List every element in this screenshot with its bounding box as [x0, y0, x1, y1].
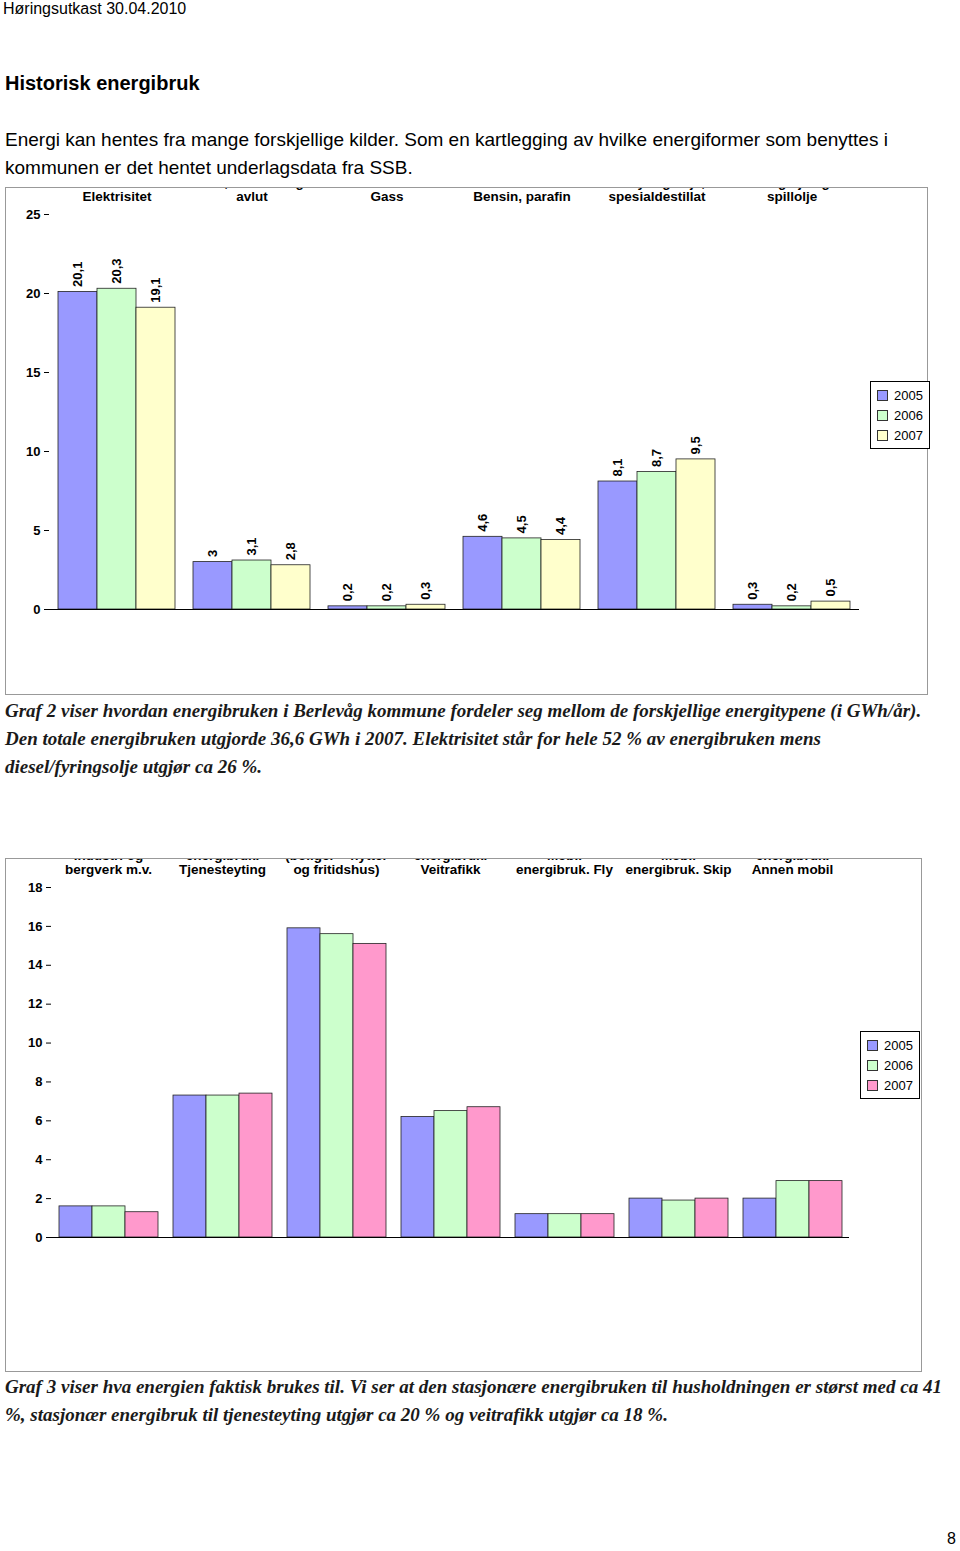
html-text:Energi kan hentes fra mange fo: Energi kan hentes fra mange forskjellige…: [5, 129, 888, 178]
svg-text:5: 5: [33, 523, 40, 538]
svg-text:0,5: 0,5: [823, 579, 838, 597]
html-text:2006: 2006: [884, 1057, 913, 1073]
svg-text:4,4: 4,4: [553, 516, 568, 535]
svg-text:18: 18: [28, 880, 42, 895]
svg-text:3,1: 3,1: [244, 537, 259, 555]
svg-text:0,2: 0,2: [379, 583, 394, 601]
svg-text:0: 0: [33, 602, 40, 617]
svg-text:0: 0: [35, 1230, 42, 1245]
svg-text:0,2: 0,2: [784, 583, 799, 601]
svg-text:9,5: 9,5: [688, 436, 703, 454]
svg-text:0,2: 0,2: [340, 583, 355, 601]
html-text:Graf 3 viser hva energien fakt: Graf 3 viser hva energien faktisk brukes…: [5, 1376, 942, 1425]
svg-text:8,1: 8,1: [610, 458, 625, 476]
svg-text:6: 6: [35, 1113, 42, 1128]
svg-text:Stasjonærenergibruk.Tjenesteyt: Stasjonærenergibruk.Tjenesteyting: [179, 859, 266, 877]
svg-text:Mobilenergibruk. Skip: Mobilenergibruk. Skip: [626, 859, 732, 877]
svg-text:4,6: 4,6: [475, 514, 490, 532]
html-text:2005: 2005: [894, 387, 923, 403]
svg-text:0,3: 0,3: [745, 582, 760, 600]
svg-text:Mobilenergibruk.Annen mobil: Mobilenergibruk.Annen mobil: [752, 859, 834, 877]
svg-text:20,1: 20,1: [70, 262, 85, 287]
svg-text:Stasjonærenergibruk.Industri o: Stasjonærenergibruk.Industri ogbergverk …: [65, 859, 152, 877]
svg-text:0,3: 0,3: [418, 582, 433, 600]
svg-text:20: 20: [26, 286, 40, 301]
svg-text:19,1: 19,1: [148, 277, 163, 302]
svg-text:Elektrisitet: Elektrisitet: [82, 189, 152, 204]
html-text:Historisk energibruk: Historisk energibruk: [5, 72, 200, 94]
svg-text:20,3: 20,3: [109, 258, 124, 283]
html-text:Graf 2 viser hvordan energibru: Graf 2 viser hvordan energibruken i Berl…: [5, 700, 922, 777]
svg-text:Mobilenergibruk.Veitrafikk: Mobilenergibruk.Veitrafikk: [414, 859, 488, 877]
svg-text:16: 16: [28, 919, 42, 934]
svg-text:8: 8: [35, 1074, 42, 1089]
svg-text:15: 15: [26, 365, 40, 380]
html-text:2007: 2007: [884, 1077, 913, 1093]
svg-text:3: 3: [205, 550, 220, 557]
svg-text:Stasjonærenergibruk.Husholdnin: Stasjonærenergibruk.Husholdninger(bolige…: [285, 859, 388, 877]
html-text:Høringsutkast 30.04.2010: Høringsutkast 30.04.2010: [3, 0, 187, 17]
html-text:2005: 2005: [884, 1037, 913, 1053]
svg-text:Bensin, parafin: Bensin, parafin: [473, 189, 571, 204]
svg-text:Ved, treavfall ogavlut: Ved, treavfall ogavlut: [200, 188, 304, 204]
html-text:8: 8: [947, 1530, 956, 1547]
svg-text:14: 14: [28, 957, 43, 972]
svg-text:12: 12: [28, 996, 42, 1011]
svg-text:10: 10: [28, 1035, 42, 1050]
svg-text:4: 4: [35, 1152, 43, 1167]
svg-text:Tungolje ogspillolje: Tungolje ogspillolje: [754, 188, 829, 204]
svg-text:4,5: 4,5: [514, 515, 529, 533]
svg-text:8,7: 8,7: [649, 449, 664, 467]
html-text:2006: 2006: [894, 407, 923, 423]
html-text:2007: 2007: [894, 427, 923, 443]
svg-text:25: 25: [26, 207, 40, 222]
svg-text:Diesel-, gass- oglett fyringso: Diesel-, gass- oglett fyringsolje,spesia…: [603, 188, 710, 204]
svg-text:Gass: Gass: [370, 189, 403, 204]
svg-text:2: 2: [35, 1191, 42, 1206]
svg-text:2,8: 2,8: [283, 542, 298, 560]
svg-text:Mobilenergibruk. Fly: Mobilenergibruk. Fly: [516, 859, 613, 877]
svg-text:10: 10: [26, 444, 40, 459]
